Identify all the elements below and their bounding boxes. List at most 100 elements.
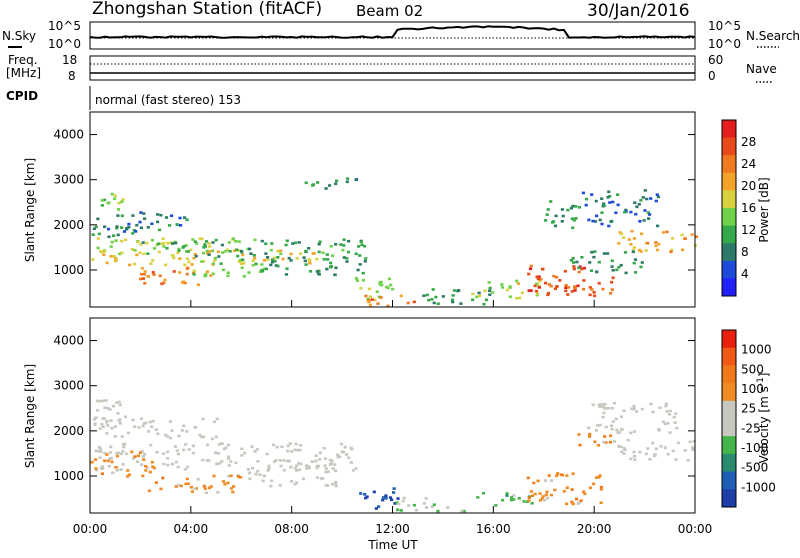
vel-cell xyxy=(602,411,606,415)
power-cell xyxy=(368,295,372,298)
power-cell xyxy=(181,246,185,249)
vel-cell xyxy=(94,458,98,461)
vel-cell xyxy=(343,445,347,449)
power-cell xyxy=(655,248,660,252)
vel-cell xyxy=(98,456,102,459)
power-cell xyxy=(178,271,182,274)
power-cell xyxy=(581,287,586,291)
vel-cell xyxy=(629,457,633,461)
power-cell xyxy=(588,261,592,264)
power-cell xyxy=(425,293,429,297)
power-cell xyxy=(190,263,194,266)
vel-cell xyxy=(168,420,172,423)
power-cell xyxy=(553,287,557,291)
vel-cell xyxy=(100,423,104,426)
power-cell xyxy=(560,220,564,223)
vel-cell xyxy=(293,467,297,470)
vel-cell xyxy=(149,443,153,447)
vel-cbar-swatch xyxy=(722,489,736,508)
vel-cell xyxy=(137,426,141,429)
power-cell xyxy=(221,251,225,254)
power-cell xyxy=(192,269,196,273)
power-cell xyxy=(450,298,454,302)
power-cell xyxy=(654,241,658,244)
power-cell xyxy=(302,256,306,259)
vel-cell xyxy=(334,480,338,484)
power-cell xyxy=(114,239,118,242)
power-cell xyxy=(609,292,613,295)
vel-y-tick-label: 2000 xyxy=(53,424,84,438)
power-cell xyxy=(593,294,597,298)
power-cell xyxy=(208,250,212,253)
power-cell xyxy=(146,226,150,229)
power-cell xyxy=(573,286,577,290)
power-cell xyxy=(570,290,574,293)
power-cell xyxy=(264,242,268,246)
power-cell xyxy=(142,273,146,276)
vel-cell xyxy=(329,462,333,465)
power-cell xyxy=(574,205,578,208)
vel-cell xyxy=(115,401,119,404)
x-tick-label: 00:00 xyxy=(73,522,108,536)
power-cell xyxy=(308,270,313,273)
vel-cbar-swatch xyxy=(722,400,736,419)
vel-cell xyxy=(186,465,190,469)
power-cell xyxy=(364,257,368,260)
power-cbar-swatch xyxy=(722,190,736,209)
vel-cell xyxy=(530,494,535,497)
velocity-heatmap xyxy=(90,399,696,513)
power-cell xyxy=(334,266,338,270)
vel-cell xyxy=(207,486,212,490)
vel-cell xyxy=(407,504,411,507)
power-cell xyxy=(632,237,636,240)
power-cell xyxy=(427,298,431,302)
sky-right-tick-top: 10^5 xyxy=(708,19,741,33)
power-cell xyxy=(317,242,321,246)
power-cell xyxy=(242,261,246,265)
power-cell xyxy=(342,238,346,241)
vel-cell xyxy=(278,459,282,462)
power-cell xyxy=(570,217,574,220)
vel-cell xyxy=(121,463,125,466)
vel-cell xyxy=(328,458,332,462)
vel-cell xyxy=(209,485,213,488)
vel-cell xyxy=(562,490,566,493)
vel-cell xyxy=(424,497,428,500)
vel-cell xyxy=(617,445,621,448)
power-cell xyxy=(478,294,482,298)
power-cell xyxy=(134,230,138,233)
vel-cell xyxy=(165,435,170,438)
power-cell xyxy=(690,233,694,236)
power-cell xyxy=(527,289,531,292)
power-cell xyxy=(279,252,283,256)
power-cell xyxy=(149,262,153,265)
power-cell xyxy=(488,289,492,293)
vel-cell xyxy=(97,445,101,449)
vel-cell xyxy=(108,457,112,461)
vel-cell xyxy=(286,444,290,448)
power-cell xyxy=(341,248,345,252)
vel-cell xyxy=(151,465,155,468)
power-cell xyxy=(648,213,652,216)
power-cell xyxy=(281,257,285,261)
power-cell xyxy=(127,222,131,226)
power-cell xyxy=(647,217,651,220)
power-cell xyxy=(654,199,658,203)
vel-cell xyxy=(559,473,563,476)
vel-cell xyxy=(198,433,202,437)
vel-cell xyxy=(533,492,537,496)
power-cell xyxy=(452,289,457,292)
vel-cell xyxy=(565,486,569,490)
vel-cell xyxy=(542,499,546,502)
power-cell xyxy=(91,258,95,261)
vel-cell xyxy=(675,426,679,430)
vel-cell xyxy=(571,502,575,506)
power-cell xyxy=(573,285,577,288)
power-cell xyxy=(106,227,111,231)
power-cell xyxy=(181,281,185,284)
power-cell xyxy=(611,276,615,280)
power-cell xyxy=(544,219,548,222)
power-cell xyxy=(558,279,562,282)
power-cell xyxy=(359,240,363,244)
vel-cell xyxy=(672,415,676,419)
